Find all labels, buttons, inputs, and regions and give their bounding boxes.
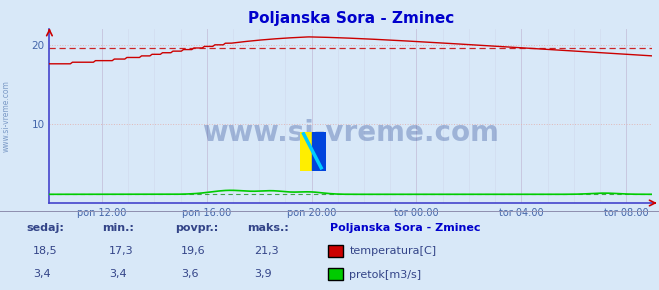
- Text: temperatura[C]: temperatura[C]: [349, 246, 436, 256]
- Text: 19,6: 19,6: [181, 246, 206, 256]
- Text: www.si-vreme.com: www.si-vreme.com: [2, 80, 11, 152]
- Text: 3,4: 3,4: [33, 269, 51, 279]
- Text: Poljanska Sora - Zminec: Poljanska Sora - Zminec: [330, 222, 480, 233]
- Text: min.:: min.:: [102, 222, 134, 233]
- Text: 3,9: 3,9: [254, 269, 272, 279]
- Text: 18,5: 18,5: [33, 246, 57, 256]
- Text: maks.:: maks.:: [247, 222, 289, 233]
- Text: 17,3: 17,3: [109, 246, 133, 256]
- Text: 3,4: 3,4: [109, 269, 127, 279]
- Text: pretok[m3/s]: pretok[m3/s]: [349, 270, 421, 280]
- Text: 3,6: 3,6: [181, 269, 199, 279]
- Text: 21,3: 21,3: [254, 246, 278, 256]
- Text: sedaj:: sedaj:: [26, 222, 64, 233]
- Text: www.si-vreme.com: www.si-vreme.com: [202, 119, 500, 147]
- Title: Poljanska Sora - Zminec: Poljanska Sora - Zminec: [248, 11, 454, 26]
- Text: povpr.:: povpr.:: [175, 222, 218, 233]
